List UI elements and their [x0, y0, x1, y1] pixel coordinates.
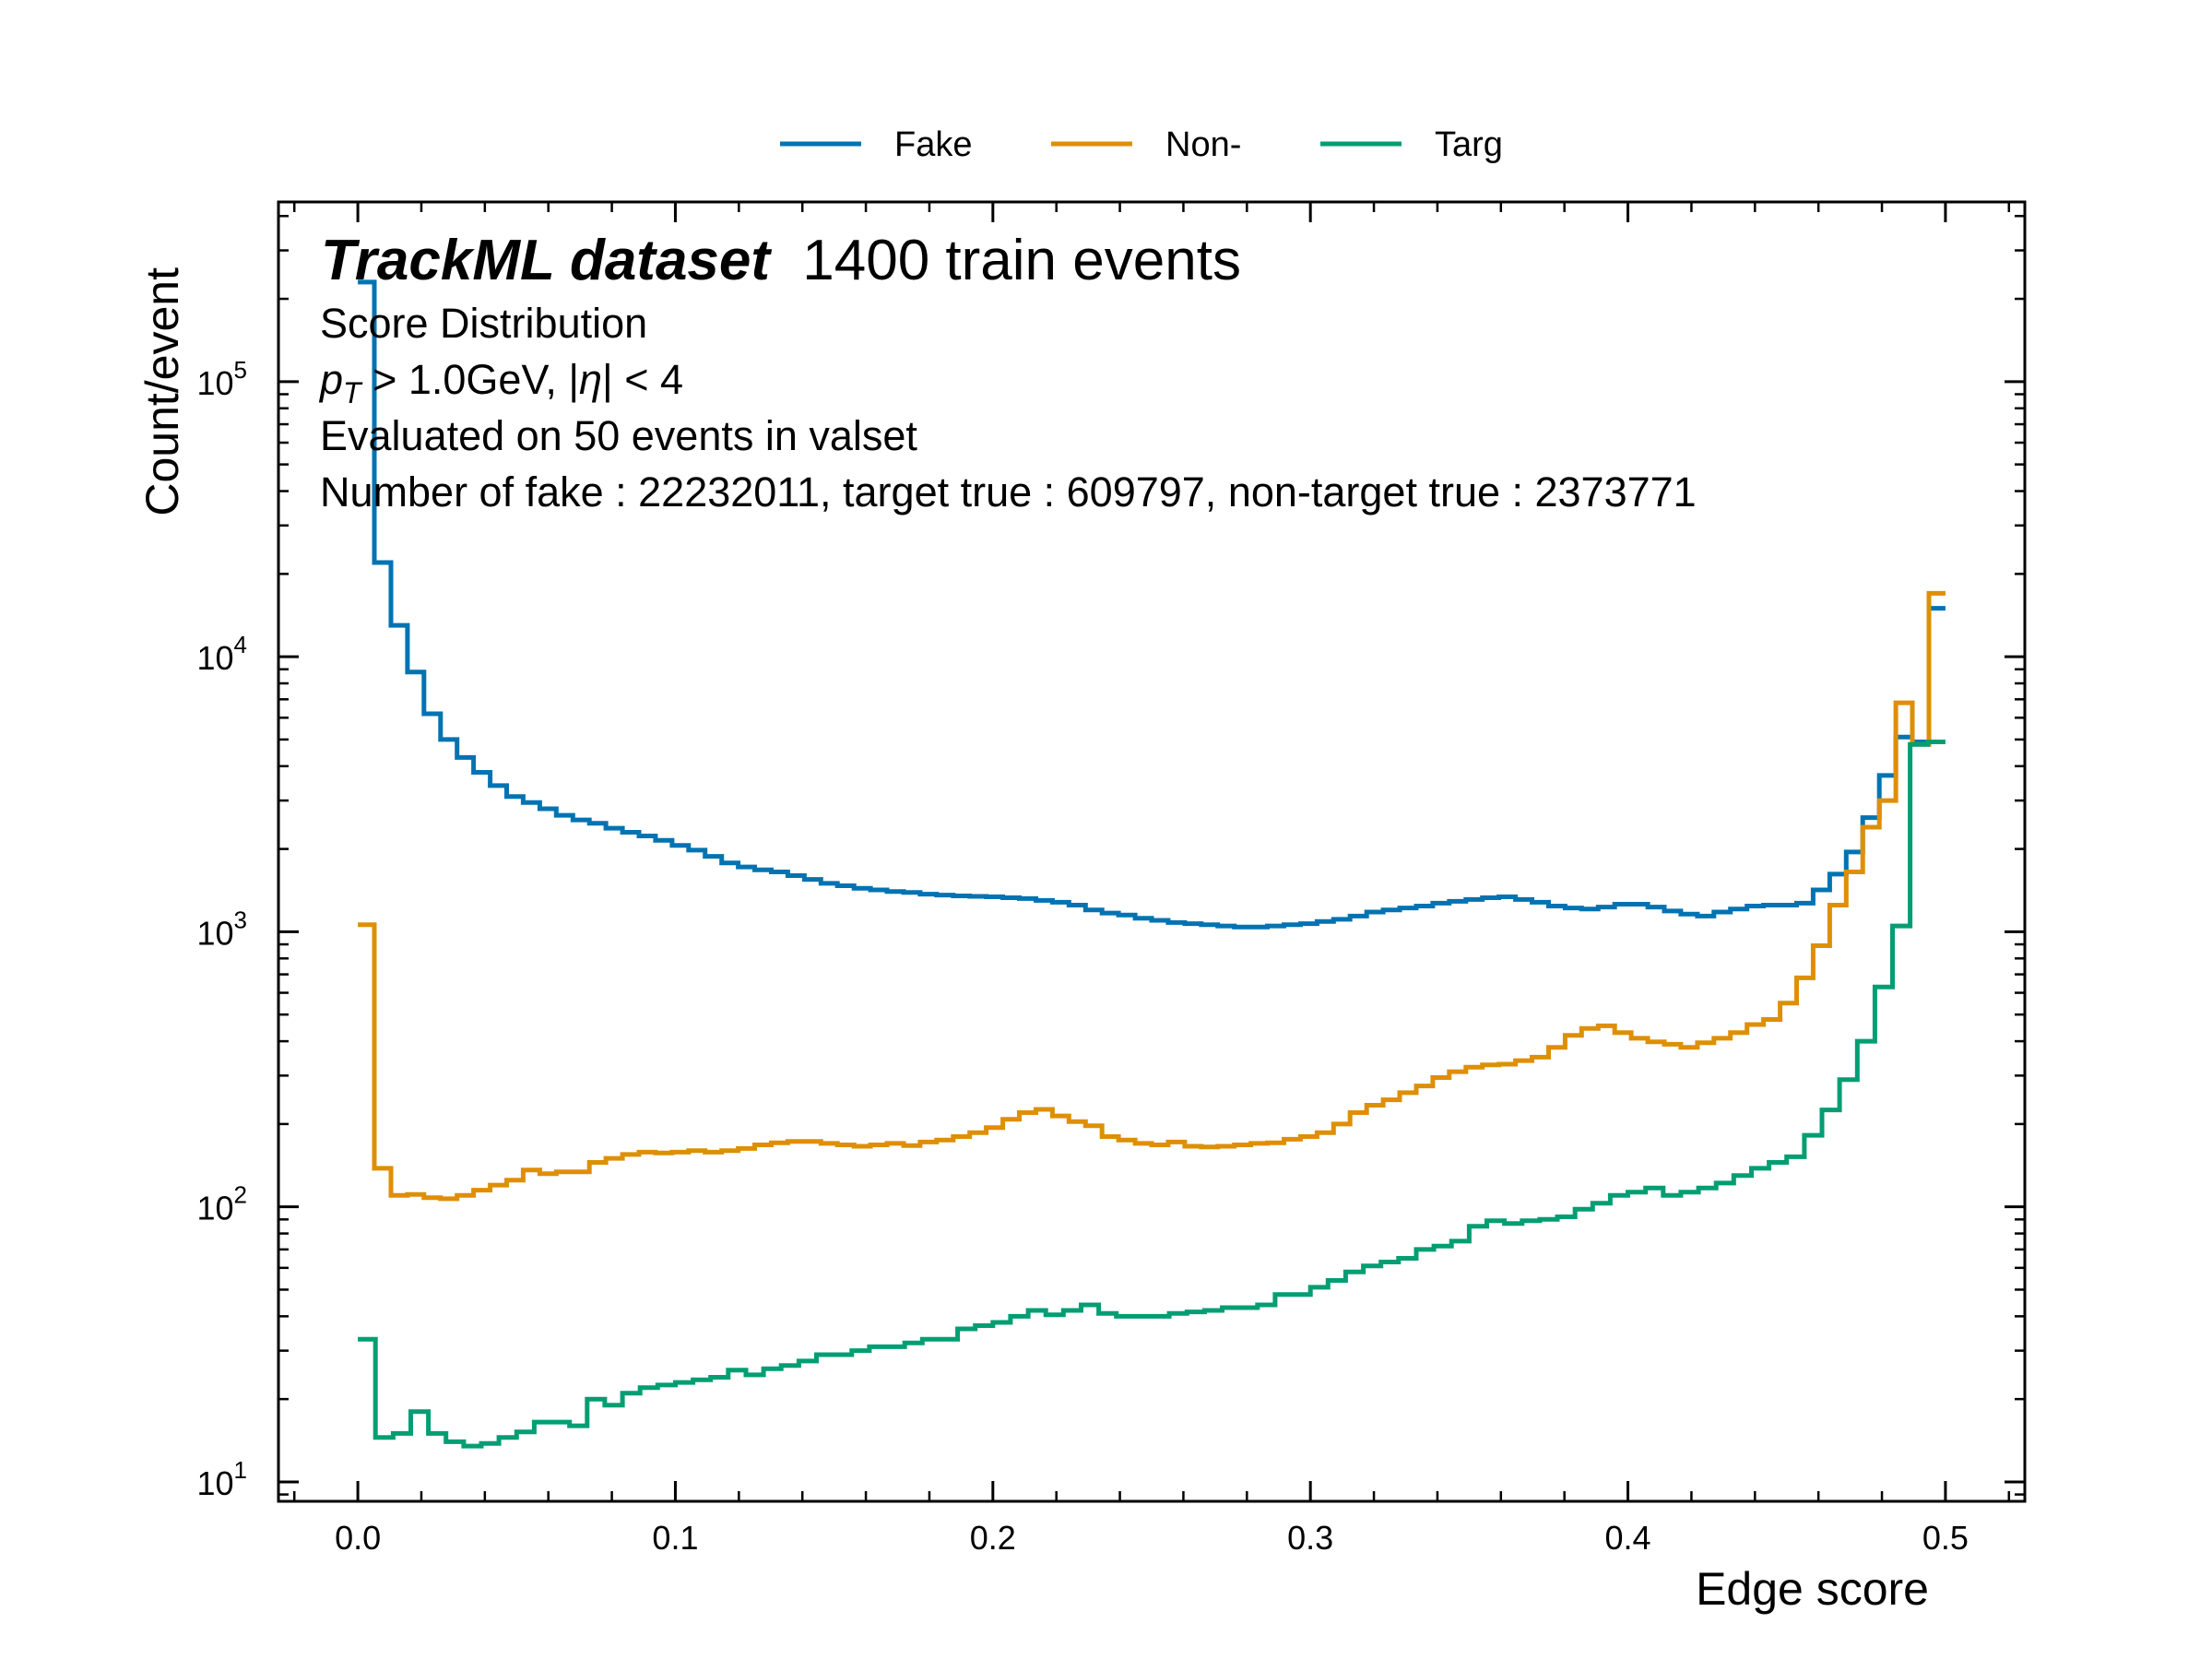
- annotation-pt-subscript: T: [343, 376, 363, 409]
- series-line-fake: [358, 279, 1946, 930]
- x-tick-label: 0.1: [652, 1519, 698, 1557]
- annotation-subtitle: 1400 train events: [802, 229, 1241, 292]
- x-tick-label: 0.4: [1605, 1519, 1651, 1557]
- annotation-brand: TrackML dataset: [321, 229, 772, 292]
- x-tick-label: 0.2: [970, 1519, 1016, 1557]
- y-tick-label: 103: [196, 906, 247, 952]
- legend-label: Non-: [1165, 125, 1241, 164]
- annotation-pt-cut: > 1.0GeV, |: [361, 356, 579, 403]
- y-tick-label: 102: [196, 1181, 247, 1227]
- x-tick-label: 0.0: [335, 1519, 381, 1557]
- ticks-layer: [278, 202, 2025, 1501]
- y-tick-label: 101: [196, 1456, 247, 1502]
- series-line-non: [358, 590, 1946, 1202]
- y-tick-label: 104: [196, 631, 247, 677]
- x-axis-label: Edge score: [1696, 1563, 1929, 1615]
- legend-label: Fake: [894, 125, 972, 164]
- annotation-block: TrackML dataset 1400 train events Score …: [318, 229, 1697, 515]
- annotation-line-2: pT > 1.0GeV, |η| < 4: [318, 356, 683, 409]
- annotation-eta-cut: | < 4: [602, 356, 683, 403]
- y-axis-label: Count/event: [136, 267, 188, 516]
- x-tick-label: 0.5: [1922, 1519, 1969, 1557]
- x-tick-label: 0.3: [1287, 1519, 1333, 1557]
- series-layer: [358, 279, 1946, 1449]
- legend-label: Targ: [1435, 125, 1503, 164]
- y-tick-label: 105: [196, 356, 247, 402]
- plot-frame: [277, 200, 2027, 1503]
- annotation-eta-symbol: η: [579, 356, 602, 403]
- annotation-line-1: Score Distribution: [320, 300, 647, 347]
- x-tick-labels: 0.0 0.1 0.2 0.3 0.4 0.5: [335, 1519, 1969, 1557]
- annotation-line-3: Evaluated on 50 events in valset: [320, 412, 917, 459]
- annotation-line-4: Number of fake : 22232011, target true :…: [320, 468, 1697, 515]
- series-line-targ: [358, 740, 1946, 1449]
- legend: Fake Non- Targ: [780, 125, 1503, 164]
- annotation-pt-symbol: p: [318, 356, 343, 403]
- y-tick-labels: 101 102 103 104 105: [196, 356, 247, 1502]
- annotation-heading: TrackML dataset 1400 train events: [321, 229, 1241, 292]
